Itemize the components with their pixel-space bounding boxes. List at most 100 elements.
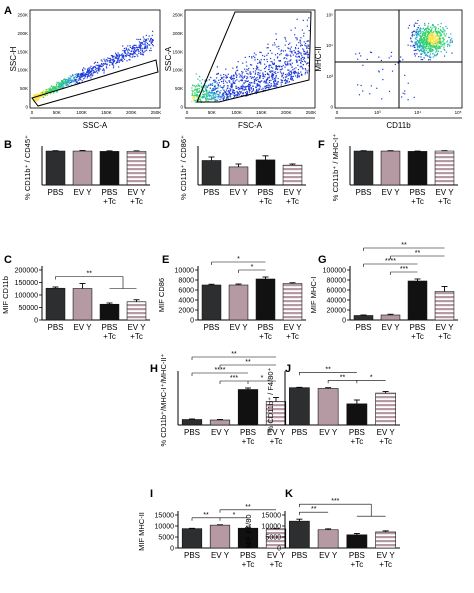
event-dot [424, 52, 426, 54]
event-dot [242, 62, 244, 64]
event-dot [128, 58, 130, 61]
flow-y-tick-label: 150K [172, 49, 183, 54]
event-dot [423, 37, 425, 39]
event-dot [424, 53, 426, 55]
event-dot [360, 84, 362, 87]
panel-letter: E [162, 254, 169, 266]
event-dot [399, 60, 401, 62]
event-dot [87, 69, 89, 71]
event-dot [297, 71, 299, 73]
event-dot [241, 88, 243, 90]
event-dot [268, 66, 270, 68]
event-dot [426, 32, 428, 34]
event-dot [203, 86, 205, 88]
event-dot [287, 54, 289, 56]
event-dot [291, 77, 293, 79]
event-dot [248, 67, 250, 70]
event-dot [66, 81, 68, 83]
event-dot [213, 88, 215, 90]
event-dot [49, 90, 52, 92]
event-dot [297, 75, 299, 78]
event-dot [206, 86, 209, 89]
event-dot [196, 93, 198, 95]
event-dot [236, 65, 238, 68]
event-dot [402, 92, 404, 94]
event-dot [41, 95, 43, 98]
flow-x-tick-label: 100K [76, 110, 87, 115]
event-dot [250, 73, 252, 75]
event-dot [112, 64, 114, 66]
event-dot [432, 24, 435, 26]
event-dot [144, 43, 146, 45]
event-dot [123, 47, 126, 50]
event-dot [264, 55, 266, 57]
event-dot [434, 44, 436, 46]
event-dot [303, 41, 305, 43]
event-dot [192, 84, 194, 86]
event-dot [138, 46, 140, 48]
event-dot [213, 98, 215, 100]
event-dot [119, 60, 121, 62]
event-dot [279, 54, 281, 56]
event-dot [437, 43, 439, 45]
event-dot [417, 33, 419, 35]
event-dot [92, 67, 94, 69]
event-dot [308, 30, 310, 32]
event-dot [429, 33, 431, 36]
event-dot [106, 67, 108, 69]
event-dot [444, 49, 446, 51]
event-dot [243, 82, 245, 84]
event-dot [126, 54, 128, 56]
event-dot [415, 31, 417, 34]
event-dot [422, 27, 424, 29]
event-dot [272, 70, 274, 72]
event-dot [285, 82, 287, 84]
event-dot [139, 38, 142, 40]
event-dot [433, 32, 435, 35]
panel-letter: K [285, 488, 293, 500]
event-dot [376, 87, 378, 89]
event-dot [440, 42, 442, 44]
event-dot [425, 41, 427, 43]
event-dot [272, 44, 274, 46]
event-dot [151, 43, 154, 46]
event-dot [211, 92, 213, 94]
event-dot [141, 42, 143, 44]
event-dot [273, 82, 275, 84]
event-dot [202, 89, 204, 91]
event-dot [40, 93, 42, 95]
event-dot [282, 72, 284, 74]
event-dot [213, 94, 215, 96]
event-dot [284, 50, 286, 52]
event-dot [436, 52, 439, 55]
event-dot [436, 44, 439, 46]
event-dot [273, 85, 275, 87]
event-dot [142, 52, 144, 54]
x-tick-label-line2: +Tc [351, 560, 364, 569]
event-dot [411, 41, 413, 43]
event-dot [278, 66, 281, 68]
event-dot [82, 75, 84, 77]
bar [228, 166, 249, 186]
event-dot [64, 79, 66, 81]
event-dot [283, 79, 286, 82]
event-dot [419, 33, 421, 35]
event-dot [91, 69, 93, 71]
event-dot [437, 30, 439, 32]
event-dot [49, 93, 52, 95]
event-dot [212, 89, 214, 91]
event-dot [255, 90, 258, 92]
event-dot [33, 98, 35, 100]
event-dot [69, 75, 71, 77]
event-dot [234, 91, 236, 94]
event-dot [38, 96, 40, 98]
event-dot [90, 71, 92, 74]
event-dot [247, 85, 249, 87]
event-dot [239, 87, 241, 90]
event-dot [423, 43, 425, 46]
event-dot [260, 63, 262, 65]
event-dot [438, 38, 440, 41]
event-dot [299, 40, 302, 42]
event-dot [63, 85, 65, 87]
event-dot [293, 72, 296, 74]
